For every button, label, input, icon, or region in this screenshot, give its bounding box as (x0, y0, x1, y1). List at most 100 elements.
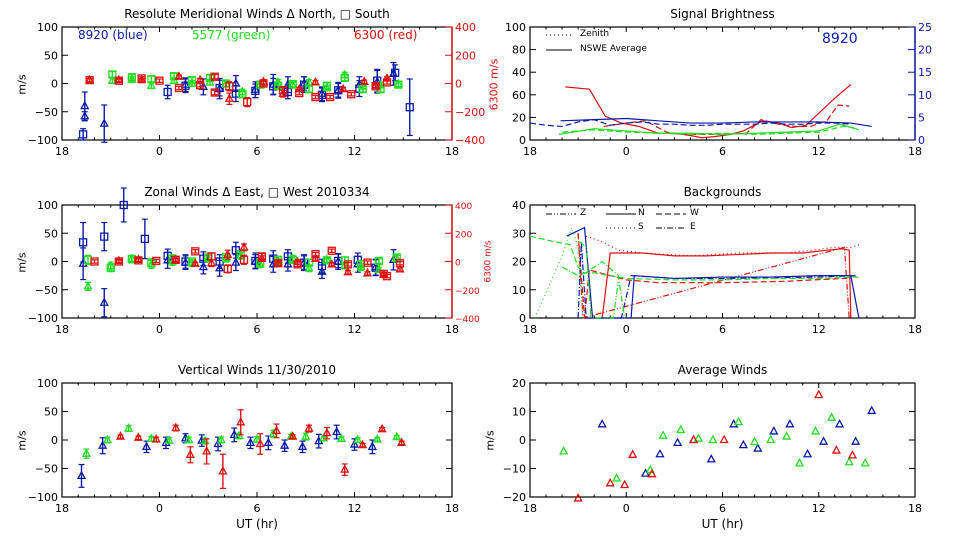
meridional-point-5577-south (238, 90, 247, 99)
meridional-point-5577-north (107, 75, 117, 84)
average-point-8920 (867, 405, 877, 415)
meridional-point-8920-south (163, 87, 172, 97)
vertical-point-8920 (98, 440, 108, 449)
meridional-point-5577-south (187, 75, 197, 85)
zonal-point-6300-west (257, 252, 267, 261)
zonal-point-5577-east (374, 264, 384, 274)
vertical-point-8920 (332, 426, 342, 436)
average-ytick-label: −20 (503, 491, 526, 504)
vertical-xtick-label: 6 (254, 502, 261, 515)
meridional-ytick-label: 50 (44, 49, 58, 62)
average-point-5577 (676, 424, 686, 434)
zonal-point-6300-west (239, 255, 249, 264)
meridional-xtick-label: 18 (445, 145, 459, 158)
brightness-ytick-label: 60 (512, 89, 526, 102)
average-point-8920 (802, 448, 813, 458)
average-point-6300 (689, 434, 699, 444)
brightness-y2tick-label: 5 (918, 111, 925, 124)
average-xtick-label: 18 (908, 502, 922, 515)
meridional-point-6300-south (174, 83, 184, 93)
backgrounds-line-8920-e (577, 241, 856, 319)
meridional-ytick-label: 100 (37, 21, 58, 34)
backgrounds-xtick-label: 18 (523, 323, 537, 336)
vertical-point-8920 (263, 437, 273, 447)
average-point-5577 (844, 456, 854, 466)
meridional-point-5577-south (340, 73, 349, 82)
average-point-8920 (769, 426, 779, 435)
brightness-y2tick-label: 15 (918, 66, 932, 79)
meridional-point-6300-south (114, 76, 124, 85)
brightness-xtick-label: 0 (623, 145, 630, 158)
vertical-point-8920 (280, 440, 290, 449)
zonal-point-6300-east (343, 266, 353, 276)
meridional-y2tick-label: −200 (455, 106, 485, 119)
zonal-y2tick-label: −200 (455, 287, 480, 297)
vertical-point-8920 (229, 429, 239, 439)
meridional-point-6300-south (137, 74, 146, 83)
zonal-point-6300-west (382, 272, 392, 281)
zonal-ytick-label: 0 (51, 256, 58, 269)
meridional-point-6300-north (224, 93, 234, 102)
vertical-point-6300 (271, 425, 282, 435)
meridional-point-6300-south (195, 81, 205, 90)
zonal-point-8920-west (78, 238, 88, 247)
average-point-5577 (733, 416, 744, 426)
backgrounds-xtick-label: 6 (719, 323, 726, 336)
zonal-point-6300-west (273, 259, 283, 268)
zonal-xtick-label: 18 (445, 323, 459, 336)
brightness-ytick-label: 100 (505, 21, 526, 34)
zonal-point-6300-east (257, 253, 267, 262)
vertical-point-8920 (245, 437, 256, 447)
zonal-xtick-label: 0 (156, 323, 163, 336)
meridional-point-8920-south (390, 68, 400, 77)
meridional-point-8920-south (269, 82, 278, 91)
meridional-point-6300-north (195, 74, 205, 84)
meridional-point-5577-south (394, 80, 403, 89)
average-point-5577 (693, 433, 704, 442)
vertical-point-6300 (115, 431, 126, 440)
zonal-ytick-label: 100 (37, 199, 58, 212)
zonal-y2tick-label: −400 (455, 315, 480, 325)
vertical-point-8920 (349, 439, 360, 448)
average-point-8920 (851, 436, 861, 445)
vertical-point-6300 (322, 427, 332, 437)
meridional-point-8920-south (215, 83, 224, 93)
average-point-8920 (655, 448, 665, 458)
vertical-xtick-label: 18 (445, 502, 459, 515)
vertical-point-8920 (76, 470, 87, 480)
meridional-xtick-label: 18 (55, 145, 69, 158)
zonal-point-6300-west (134, 256, 143, 265)
meridional-point-6300-south (278, 86, 288, 95)
zonal-point-8920-east (215, 262, 225, 272)
average-point-6300 (719, 434, 729, 444)
zonal-point-5577-east (304, 262, 314, 272)
meridional-point-5577-south (147, 74, 156, 84)
vertical-point-5577 (252, 434, 262, 443)
vertical-ytick-label: −50 (35, 463, 58, 476)
brightness-xtick-label: 18 (908, 145, 922, 158)
backgrounds-line-6300-z (577, 233, 850, 319)
zonal-point-6300-west (293, 260, 302, 269)
average-xtick-label: 6 (719, 502, 726, 515)
average-xtick-label: 12 (812, 502, 826, 515)
vertical-point-5577 (124, 423, 134, 432)
vertical-point-6300 (340, 464, 350, 473)
vertical-point-5577 (216, 434, 226, 444)
meridional-point-5577-north (304, 76, 314, 86)
vertical-point-5577 (372, 434, 382, 443)
average-point-6300 (620, 479, 630, 489)
average-point-8920 (785, 418, 795, 428)
average-point-5577 (658, 430, 668, 439)
vertical-point-6300 (288, 431, 298, 440)
backgrounds-line-5577-e (561, 260, 626, 319)
average-point-6300 (814, 389, 824, 399)
vertical-point-6300 (185, 449, 195, 458)
zonal-point-6300-west (363, 258, 372, 267)
average-point-8920 (672, 437, 683, 447)
average-point-5577 (860, 457, 870, 467)
average-ytick-label: 20 (512, 377, 526, 390)
average-point-5577 (826, 412, 837, 421)
